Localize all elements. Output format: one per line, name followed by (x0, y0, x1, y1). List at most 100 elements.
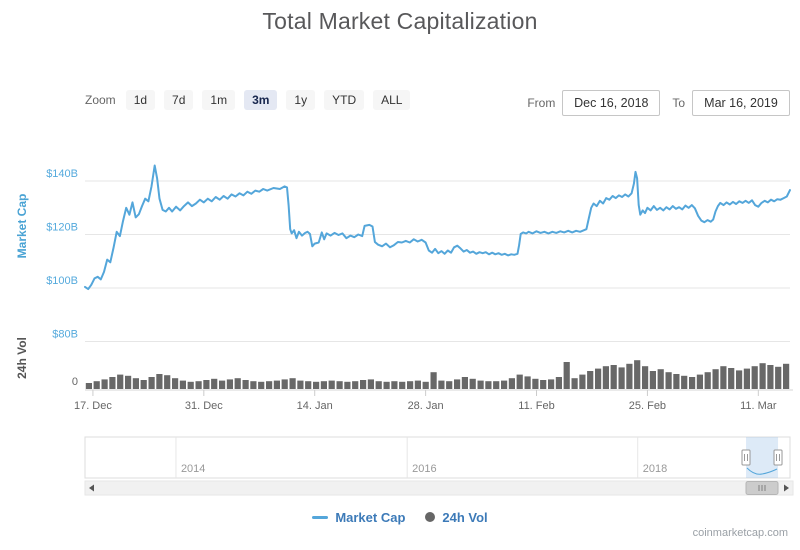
zoom-button-1d[interactable]: 1d (125, 90, 156, 110)
volume-bar (626, 363, 633, 389)
zoom-button-3m[interactable]: 3m (244, 90, 278, 110)
volume-bar (117, 374, 124, 389)
x-axis-label: 11. Mar (740, 400, 777, 412)
volume-bar (743, 368, 750, 389)
volume-bar (289, 378, 296, 389)
zoom-button-1m[interactable]: 1m (202, 90, 236, 110)
volume-bar (642, 366, 649, 389)
volume-bar (657, 369, 664, 389)
scrollbar-track[interactable] (84, 480, 794, 496)
watermark: coinmarketcap.com (692, 527, 788, 539)
y-axis-label: $100B (46, 275, 78, 287)
volume-bar (164, 375, 171, 389)
volume-bar (250, 381, 257, 389)
volume-bar (125, 375, 132, 389)
volume-bar (610, 365, 617, 389)
volume-bar (712, 369, 719, 389)
zoom-button-all[interactable]: ALL (373, 90, 411, 110)
legend-item-24h-vol[interactable]: 24h Vol (425, 509, 488, 525)
navigator-right-handle[interactable] (773, 449, 783, 466)
volume-bar (595, 368, 602, 389)
volume-bar (587, 371, 594, 389)
navigator-left-handle[interactable] (741, 449, 751, 466)
volume-bar (328, 380, 335, 389)
zoom-button-group: Zoom 1d 7d 1m 3m 1y YTD ALL (85, 90, 419, 110)
volume-bar (767, 365, 774, 389)
volume-bar (665, 372, 672, 389)
volume-bar (140, 380, 147, 389)
volume-bar (211, 378, 218, 389)
volume-bar (195, 381, 202, 389)
legend-label: Market Cap (335, 509, 406, 525)
volume-bar (172, 378, 179, 389)
volume-bar (367, 379, 374, 389)
volume-bar (430, 372, 437, 389)
volume-bar (532, 378, 539, 389)
volume-bar (383, 381, 390, 389)
x-axis-label: 11. Feb (518, 400, 555, 412)
volume-bar (297, 380, 304, 389)
volume-bar (414, 380, 421, 389)
from-label: From (527, 96, 556, 110)
volume-bar (422, 381, 429, 389)
date-range-group: From To (527, 90, 790, 116)
volume-bar (571, 378, 578, 389)
volume-bar (461, 377, 468, 389)
volume-bar (775, 366, 782, 389)
volume-bar (242, 380, 249, 389)
volume-bar (399, 381, 406, 389)
y-axis-label: $140B (46, 168, 78, 180)
volume-bar (219, 380, 226, 389)
volume-bar (454, 379, 461, 389)
controls-row: Zoom 1d 7d 1m 3m 1y YTD ALL From To (85, 90, 790, 116)
chart-legend: Market Cap 24h Vol (0, 506, 800, 528)
volume-bar (783, 363, 790, 389)
x-axis-label: 28. Jan (408, 400, 444, 412)
volume-bar (720, 366, 727, 389)
navigator-year-label: 2014 (181, 463, 205, 475)
volume-bar (407, 381, 414, 389)
volume-bar (391, 381, 398, 389)
volume-bar (234, 378, 241, 389)
volume-bar (320, 381, 327, 389)
volume-bar (548, 379, 555, 389)
volume-bar (689, 377, 696, 389)
volume-bar (360, 380, 367, 389)
volume-bar (516, 374, 523, 389)
volume-bar (563, 362, 570, 389)
volume-bar (634, 360, 641, 389)
volume-bar (179, 380, 186, 389)
to-label: To (672, 96, 685, 110)
volume-bar (336, 381, 343, 389)
page-title: Total Market Capitalization (262, 8, 538, 34)
navigator-series (746, 467, 778, 475)
navigator-year-label: 2016 (412, 463, 436, 475)
legend-item-market-cap[interactable]: Market Cap (312, 510, 405, 525)
volume-bar (696, 374, 703, 389)
volume-bar (132, 378, 139, 389)
from-date-input[interactable] (562, 90, 661, 116)
volume-bar (751, 366, 758, 389)
zoom-button-7d[interactable]: 7d (164, 90, 194, 110)
x-axis-label: 31. Dec (185, 400, 223, 412)
legend-label: 24h Vol (442, 509, 488, 525)
volume-bar (493, 381, 500, 389)
volume-bar (85, 383, 92, 389)
market-cap-chart: $140B $120B $100B $80B 0 17. Dec 31. Dec 14. Ja… (46, 164, 794, 496)
volume-bar (704, 372, 711, 389)
volume-bar (258, 381, 265, 389)
navigator-selection[interactable] (746, 437, 779, 478)
volume-bar (187, 381, 194, 389)
volume-bar (109, 377, 116, 389)
volume-bar (759, 363, 766, 389)
zoom-button-1y[interactable]: 1y (286, 90, 316, 110)
navigator-area[interactable] (84, 436, 791, 479)
to-date-input[interactable] (692, 90, 790, 116)
volume-bar (508, 378, 515, 389)
scrollbar-left-arrow[interactable] (89, 484, 94, 492)
zoom-label: Zoom (85, 93, 116, 107)
zoom-button-ytd[interactable]: YTD (324, 90, 365, 110)
volume-bar (281, 379, 288, 389)
scrollbar-right-arrow[interactable] (784, 484, 789, 492)
